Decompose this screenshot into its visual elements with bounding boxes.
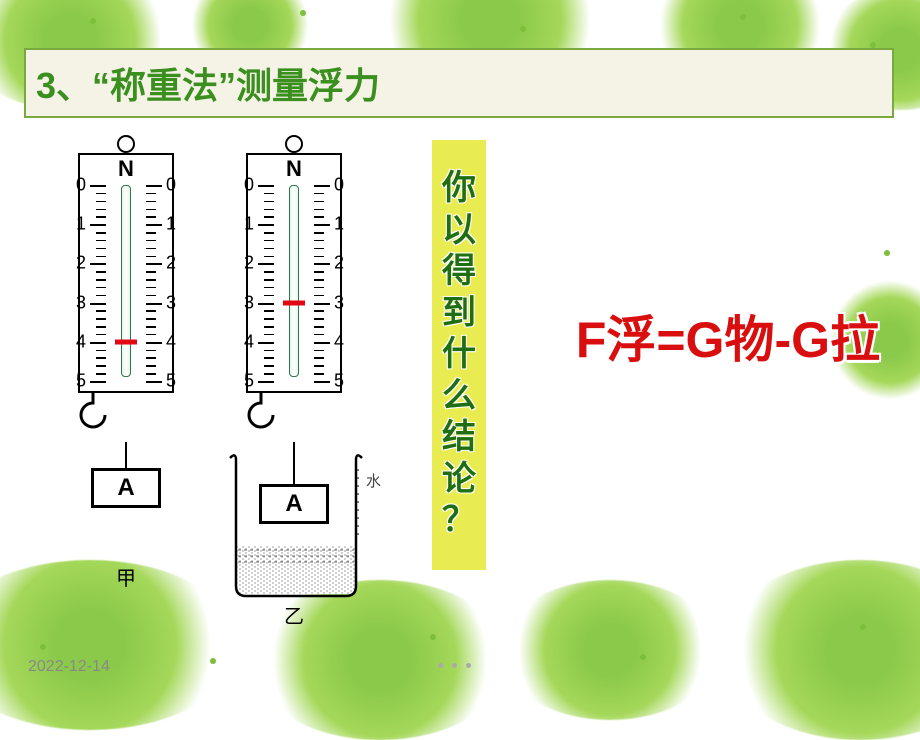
tick-label: 1 bbox=[76, 214, 86, 235]
tick-label: 0 bbox=[334, 175, 344, 196]
tick-label: 5 bbox=[334, 371, 344, 392]
weight-line bbox=[125, 442, 127, 468]
scale-track: 001122334455 bbox=[80, 185, 172, 383]
question-char: ？ bbox=[442, 500, 476, 541]
tick-label: 5 bbox=[244, 371, 254, 392]
tick-label: 3 bbox=[166, 292, 176, 313]
question-char: 以 bbox=[442, 210, 476, 251]
scale-pointer bbox=[115, 339, 137, 344]
water-label: 水 bbox=[366, 470, 381, 491]
tick-label: 0 bbox=[76, 175, 86, 196]
weight-block: A bbox=[91, 468, 161, 508]
tick-label: 0 bbox=[244, 175, 254, 196]
scale-ring bbox=[117, 135, 135, 153]
scale-ring bbox=[285, 135, 303, 153]
tick-label: 5 bbox=[166, 371, 176, 392]
tick-label: 5 bbox=[76, 371, 86, 392]
tick-label: 3 bbox=[244, 292, 254, 313]
footer-date: 2022-12-14 bbox=[28, 658, 110, 676]
tick-label: 4 bbox=[244, 331, 254, 352]
tick-label: 3 bbox=[334, 292, 344, 313]
page-dot bbox=[452, 663, 457, 668]
scale-unit: N bbox=[118, 156, 134, 182]
spring-scale-left: N 001122334455 A bbox=[78, 135, 174, 508]
hook-icon bbox=[246, 393, 276, 437]
section-title-box: 3、“称重法”测量浮力 bbox=[24, 48, 894, 118]
spring-scale-right: N 001122334455 A bbox=[246, 135, 342, 524]
tick-label: 1 bbox=[166, 214, 176, 235]
question-box: 你以得到什么结论？ bbox=[432, 140, 486, 570]
tick-label: 1 bbox=[334, 214, 344, 235]
weight-label: A bbox=[285, 490, 302, 518]
tick-label: 2 bbox=[166, 253, 176, 274]
section-title: 3、“称重法”测量浮力 bbox=[36, 57, 380, 109]
scale-track: 001122334455 bbox=[248, 185, 340, 383]
scale-pointer bbox=[283, 300, 305, 305]
tick-label: 2 bbox=[334, 253, 344, 274]
tick-label: 2 bbox=[244, 253, 254, 274]
weight-label: A bbox=[117, 474, 134, 502]
scale-body: N 001122334455 bbox=[246, 153, 342, 393]
page-dot bbox=[438, 663, 443, 668]
caption-left: 甲 bbox=[116, 562, 136, 591]
page-dot bbox=[466, 663, 471, 668]
scale-tube bbox=[121, 185, 131, 377]
question-char: 论 bbox=[442, 459, 476, 500]
question-char: 你 bbox=[442, 168, 476, 209]
weight-line bbox=[293, 442, 295, 484]
question-char: 么 bbox=[442, 376, 476, 417]
scale-tube bbox=[289, 185, 299, 377]
formula: F浮=G物-G拉 bbox=[576, 300, 880, 372]
scale-body: N 001122334455 bbox=[78, 153, 174, 393]
hook-icon bbox=[78, 393, 108, 437]
weight-block: A bbox=[259, 484, 329, 524]
tick-label: 3 bbox=[76, 292, 86, 313]
question-char: 到 bbox=[442, 293, 476, 334]
tick-label: 2 bbox=[76, 253, 86, 274]
question-char: 结 bbox=[442, 417, 476, 458]
tick-label: 0 bbox=[166, 175, 176, 196]
caption-right: 乙 bbox=[284, 600, 304, 629]
tick-label: 4 bbox=[76, 331, 86, 352]
tick-label: 4 bbox=[166, 331, 176, 352]
question-char: 得 bbox=[442, 251, 476, 292]
tick-label: 4 bbox=[334, 331, 344, 352]
tick-label: 1 bbox=[244, 214, 254, 235]
question-char: 什 bbox=[442, 334, 476, 375]
scale-unit: N bbox=[286, 156, 302, 182]
